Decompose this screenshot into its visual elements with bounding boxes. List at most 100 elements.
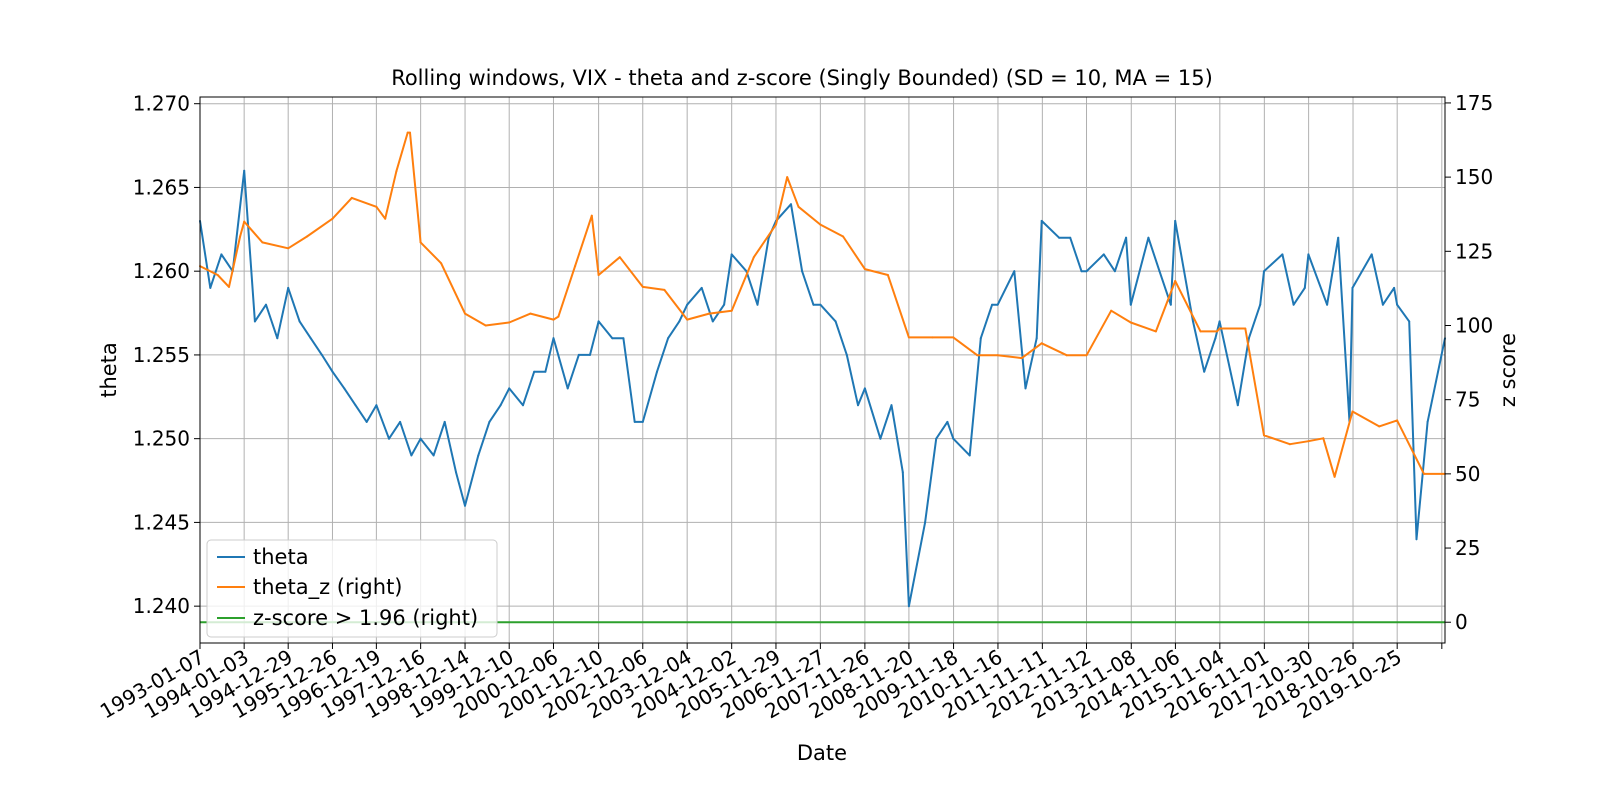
data-point-theta xyxy=(1236,404,1239,407)
data-point-theta-z-right xyxy=(1040,342,1043,345)
data-point-theta xyxy=(1169,303,1172,306)
data-point-theta xyxy=(388,437,390,440)
data-point-theta-z-right xyxy=(663,288,666,291)
data-point-theta-z-right xyxy=(1020,357,1023,360)
data-point-theta xyxy=(1247,337,1250,340)
x-axis: 1993-01-071994-01-031994-12-291995-12-26… xyxy=(96,643,1443,723)
data-point-theta xyxy=(790,203,792,206)
data-point-theta-z-right xyxy=(1244,327,1247,330)
data-point-theta-z-right xyxy=(557,315,560,318)
data-point-theta xyxy=(1113,270,1116,273)
data-point-theta xyxy=(1080,270,1083,273)
y-left-tick-label: 1.250 xyxy=(133,427,190,451)
left-y-axis: 1.240 1.245 1.250 1.255 1.260 1.265 1.270 xyxy=(133,92,200,618)
data-point-theta xyxy=(1085,270,1088,273)
data-point-theta xyxy=(1147,236,1150,239)
y-right-tick-label: 175 xyxy=(1455,91,1493,115)
data-point-theta xyxy=(890,404,893,407)
data-point-theta-z-right xyxy=(1129,321,1132,324)
data-point-theta xyxy=(597,320,600,323)
data-point-theta xyxy=(935,437,938,440)
data-point-theta xyxy=(343,387,346,390)
data-point-theta xyxy=(700,286,703,289)
data-point-theta-z-right xyxy=(686,318,689,321)
data-point-theta xyxy=(1192,320,1194,323)
data-point-theta-z-right xyxy=(529,312,532,315)
data-point-theta xyxy=(1058,236,1061,239)
data-point-theta-z-right xyxy=(409,131,411,134)
data-point-theta xyxy=(1158,270,1161,273)
data-point-theta-z-right xyxy=(1110,309,1113,312)
data-point-theta xyxy=(819,303,822,306)
data-point-theta xyxy=(533,370,536,373)
data-point-theta-z-right xyxy=(1199,330,1202,333)
data-point-theta-z-right xyxy=(1218,327,1221,330)
data-point-theta xyxy=(730,253,733,256)
data-point-theta-z-right xyxy=(1065,354,1068,357)
data-point-theta xyxy=(1102,253,1105,256)
data-point-theta-z-right xyxy=(1154,330,1157,333)
data-point-theta-z-right xyxy=(1216,330,1219,333)
data-point-theta xyxy=(354,404,357,407)
data-point-theta-z-right xyxy=(350,196,353,199)
y-left-tick-label: 1.260 xyxy=(133,259,190,283)
data-point-theta-z-right xyxy=(243,220,246,223)
left-y-axis-label: theta xyxy=(97,342,121,398)
legend-label-theta: theta xyxy=(253,545,309,569)
data-point-theta-z-right xyxy=(1263,434,1265,437)
data-point-theta-z-right xyxy=(786,176,789,179)
chart-title: Rolling windows, VIX - theta and z-score… xyxy=(391,66,1213,90)
data-point-theta xyxy=(991,303,994,306)
data-point-theta xyxy=(522,404,524,407)
data-point-theta xyxy=(399,420,402,423)
data-point-theta-z-right xyxy=(618,256,621,259)
data-point-theta-z-right xyxy=(331,217,334,220)
y-left-tick-label: 1.255 xyxy=(133,343,190,367)
data-point-theta xyxy=(1174,219,1177,222)
y-left-tick-label: 1.270 xyxy=(133,92,190,116)
legend-label-threshold: z-score > 1.96 (right) xyxy=(253,606,478,630)
data-point-theta xyxy=(801,270,804,273)
data-point-theta-z-right xyxy=(384,217,387,220)
data-point-theta-z-right xyxy=(228,285,230,288)
data-point-theta xyxy=(924,521,927,524)
data-point-theta xyxy=(1393,286,1396,289)
data-point-theta xyxy=(996,303,999,306)
plot-frame xyxy=(199,96,1446,644)
data-point-theta xyxy=(1259,303,1262,306)
y-right-tick-label: 0 xyxy=(1455,610,1468,634)
y-right-tick-label: 125 xyxy=(1455,239,1493,263)
data-point-theta xyxy=(678,320,681,323)
data-point-theta-z-right xyxy=(907,336,910,339)
data-point-theta xyxy=(508,387,511,390)
data-point-theta-z-right xyxy=(819,223,822,226)
data-point-theta xyxy=(287,286,290,289)
data-point-theta xyxy=(756,303,759,306)
data-point-theta xyxy=(243,169,246,172)
data-point-theta xyxy=(1069,236,1072,239)
data-point-theta xyxy=(968,454,971,457)
data-point-theta xyxy=(1415,538,1418,541)
data-point-theta xyxy=(633,420,636,423)
data-point-theta xyxy=(1263,270,1265,273)
data-point-theta xyxy=(1303,286,1306,289)
data-point-theta xyxy=(863,387,866,390)
data-point-theta xyxy=(656,370,658,373)
grid-lines xyxy=(199,97,1445,643)
data-point-theta-z-right xyxy=(775,223,777,226)
data-point-theta xyxy=(1396,303,1399,306)
data-point-theta xyxy=(566,387,569,390)
data-point-theta xyxy=(320,353,323,356)
data-point-theta xyxy=(298,320,301,323)
data-point-theta xyxy=(331,370,334,373)
data-point-theta-z-right xyxy=(375,205,378,208)
data-point-theta xyxy=(220,253,223,256)
data-point-theta xyxy=(464,504,466,507)
data-point-theta-z-right xyxy=(395,170,398,173)
data-point-theta-z-right xyxy=(508,321,511,324)
data-point-theta-z-right xyxy=(1396,419,1399,422)
data-point-theta xyxy=(209,286,212,289)
data-point-theta xyxy=(1035,337,1038,340)
data-point-theta-z-right xyxy=(574,265,577,268)
data-point-theta xyxy=(907,605,910,608)
